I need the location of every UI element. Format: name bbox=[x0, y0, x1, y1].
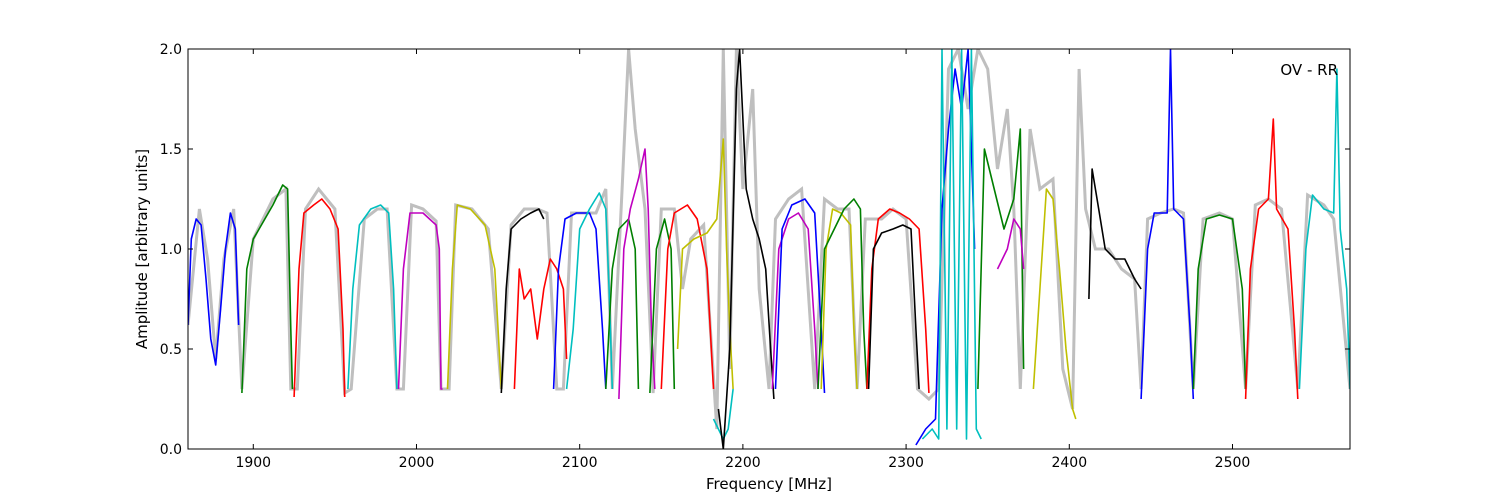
x-tick-label: 2500 bbox=[1215, 455, 1251, 471]
series-line-14 bbox=[660, 204, 715, 390]
y-tick-label: 1.5 bbox=[160, 142, 182, 158]
series-line-10 bbox=[565, 192, 614, 390]
y-axis-title: Amplitude [arbitrary units] bbox=[133, 149, 151, 349]
y-tick-label: 1.0 bbox=[160, 242, 182, 258]
series-line-31 bbox=[1192, 214, 1247, 390]
series-line-26 bbox=[977, 128, 1025, 390]
series-line-30 bbox=[1140, 49, 1195, 400]
series-line-21 bbox=[817, 198, 868, 390]
series-line-11 bbox=[605, 218, 640, 390]
y-tick-label: 0.5 bbox=[160, 342, 182, 358]
series-line-1 bbox=[188, 212, 240, 366]
x-tick-label: 2400 bbox=[1051, 455, 1087, 471]
series-line-28 bbox=[1032, 188, 1077, 420]
chart-annotation: OV - RR bbox=[1280, 61, 1338, 79]
series-line-4 bbox=[347, 204, 398, 390]
series-line-13 bbox=[649, 218, 676, 394]
series-line-15 bbox=[676, 138, 734, 390]
series-line-20 bbox=[820, 208, 858, 390]
x-tick-label: 1900 bbox=[235, 455, 271, 471]
y-tick-label: 2.0 bbox=[160, 42, 182, 58]
x-tick-label: 2200 bbox=[725, 455, 761, 471]
x-tick-label: 2100 bbox=[562, 455, 598, 471]
series-line-12 bbox=[618, 148, 656, 400]
series-line-5 bbox=[397, 212, 443, 390]
x-tick-label: 2300 bbox=[888, 455, 924, 471]
series-line-6 bbox=[446, 204, 503, 390]
series-line-7 bbox=[500, 208, 545, 394]
series-line-8 bbox=[513, 258, 568, 390]
series-line-25 bbox=[921, 49, 982, 440]
series-line-18 bbox=[771, 212, 819, 390]
x-tick-label: 2000 bbox=[399, 455, 435, 471]
series-line-33 bbox=[1298, 68, 1350, 390]
series-line-27 bbox=[996, 218, 1025, 270]
y-tick-label: 0.0 bbox=[160, 442, 182, 458]
series-line-9 bbox=[552, 212, 607, 390]
series-line-22 bbox=[866, 208, 930, 394]
series-line-2 bbox=[241, 184, 294, 394]
series-line-17 bbox=[717, 49, 775, 449]
axis-ticks: 1900 2000 2100 2200 2300 2400 2500 0.0 0.5 1.0 1.5… bbox=[160, 42, 1350, 471]
series-line-32 bbox=[1244, 118, 1299, 400]
series-line-background bbox=[188, 49, 1350, 430]
series-line-23 bbox=[867, 224, 920, 390]
series-line-29 bbox=[1088, 168, 1142, 300]
x-axis-title: Frequency [MHz] bbox=[706, 475, 832, 493]
series-line-3 bbox=[293, 198, 346, 398]
plot-area bbox=[188, 49, 1350, 449]
